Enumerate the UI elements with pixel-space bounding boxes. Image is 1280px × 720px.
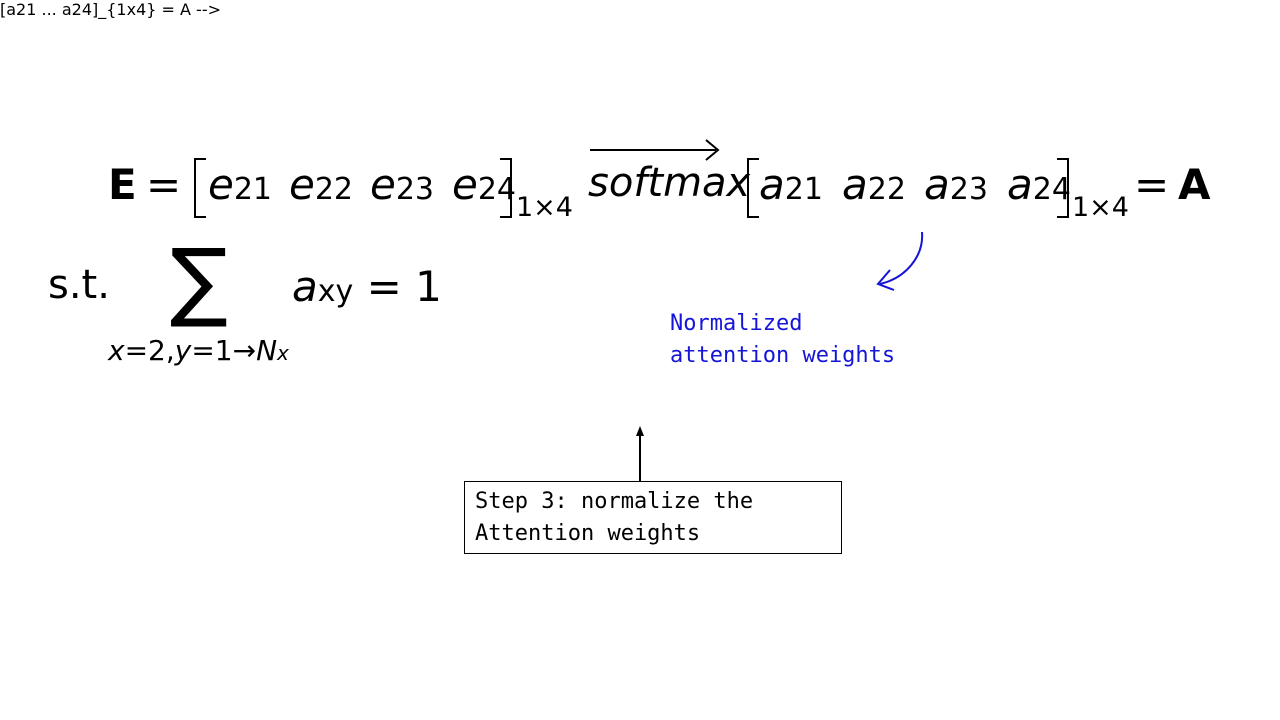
softmax-arrow [590,139,720,161]
step-description-box: Step 3: normalize the Attention weights [464,481,842,554]
e-element: e21 [208,160,273,209]
a-vector-dimension: 1×4 [1072,192,1129,223]
step-description-text: Step 3: normalize the Attention weights [475,486,753,550]
step-line: Step 3: normalize the [475,489,754,514]
e-element: e22 [289,160,354,209]
summation-term: axy = 1 [292,262,442,311]
summation-symbol: ∑ [170,231,228,331]
e-element: e23 [370,160,435,209]
a-element: a22 [842,160,906,209]
a-element: a21 [759,160,823,209]
e-element: e24 [452,160,517,209]
such-that-label: s.t. [48,262,110,308]
a-vector-right-bracket [1057,158,1069,218]
a-element: a24 [1007,160,1071,209]
annotation-arrow [876,231,924,291]
summation-limits: x=2,y=1→Nx [108,334,289,367]
a-vector-left-bracket [747,158,759,218]
matrix-e-symbol: E [108,160,137,209]
equals-sign: = [146,160,182,209]
e-vector-dimension: 1×4 [516,192,573,223]
annotation-line: attention weights [670,343,896,368]
e-vector-left-bracket [194,158,206,218]
a-element: a23 [924,160,988,209]
e-vector-right-bracket [500,158,512,218]
step-line: Attention weights [475,521,701,546]
normalized-weights-annotation: Normalized attention weights [670,308,895,372]
matrix-a-symbol: A [1178,160,1211,209]
softmax-label: softmax [588,160,751,206]
annotation-line: Normalized [670,311,803,336]
normalization-constraint: s.t. ∑ x=2,y=1→Nx axy = 1 [48,238,448,378]
step-pointer-arrow [636,426,644,482]
equals-sign: = [1134,160,1170,209]
